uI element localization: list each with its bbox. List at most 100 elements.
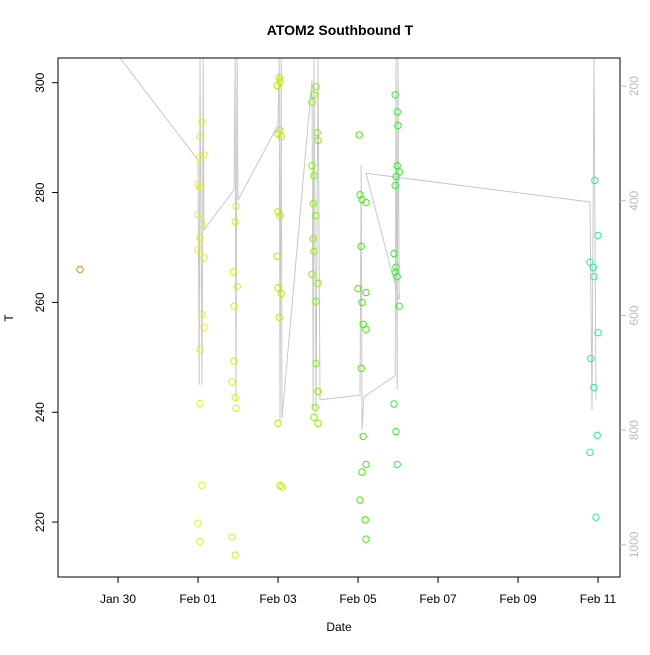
x-tick-label: Jan 30	[100, 592, 136, 606]
point	[591, 176, 599, 185]
point	[198, 118, 206, 126]
point	[230, 357, 238, 365]
y2-tick-label: 600	[627, 305, 641, 325]
point	[312, 211, 320, 220]
point	[308, 270, 316, 279]
point	[356, 496, 364, 504]
point	[312, 82, 320, 91]
point	[231, 217, 239, 226]
point	[274, 208, 282, 216]
point	[232, 202, 240, 210]
point	[310, 91, 318, 99]
point	[357, 242, 365, 251]
point	[394, 121, 402, 130]
point	[311, 403, 319, 411]
point	[593, 431, 601, 440]
point	[277, 289, 285, 298]
point	[198, 310, 206, 319]
point	[355, 131, 363, 139]
y2-tick-label: 400	[627, 190, 641, 210]
point	[392, 427, 400, 436]
point	[589, 263, 597, 271]
point	[308, 161, 316, 170]
point	[392, 263, 400, 271]
point	[594, 231, 602, 240]
point	[314, 279, 322, 287]
point	[314, 387, 322, 396]
point	[354, 284, 362, 293]
point	[196, 345, 204, 353]
x-tick-label: Feb 01	[179, 592, 217, 606]
point	[196, 183, 204, 192]
point	[228, 533, 236, 541]
point	[390, 400, 398, 408]
x-axis-label: Date	[326, 620, 352, 634]
y2-tick-label: 800	[627, 420, 641, 440]
point	[278, 483, 286, 491]
point	[592, 513, 600, 521]
point	[392, 172, 400, 181]
point	[358, 468, 366, 476]
y-axis-label: T	[2, 314, 16, 322]
point	[310, 171, 318, 180]
point	[312, 297, 320, 305]
point	[586, 448, 594, 457]
point	[277, 132, 285, 141]
point	[309, 234, 317, 243]
chart-title: ATOM2 Southbound T	[267, 22, 414, 38]
point	[359, 432, 367, 441]
point	[358, 298, 366, 307]
point	[590, 383, 598, 392]
x-tick-label: Feb 09	[499, 592, 537, 606]
point	[357, 364, 365, 373]
point	[200, 253, 208, 262]
plot-frame	[57, 57, 621, 578]
point	[233, 282, 241, 291]
point	[275, 313, 283, 321]
point	[275, 74, 283, 82]
point	[276, 211, 284, 220]
point	[198, 481, 206, 489]
point	[314, 419, 322, 427]
point	[308, 98, 316, 106]
x-tick-label: Feb 11	[580, 592, 617, 606]
point	[273, 81, 281, 90]
point	[274, 283, 282, 292]
point	[310, 413, 318, 421]
plot-area	[76, 58, 602, 559]
point	[196, 399, 204, 408]
y-tick-label: 260	[33, 292, 47, 312]
point	[274, 419, 282, 427]
point	[590, 272, 598, 281]
point	[310, 247, 318, 256]
point	[194, 519, 202, 527]
y-tick-label: 220	[33, 512, 47, 532]
point	[196, 233, 204, 242]
point	[391, 268, 399, 276]
point	[196, 537, 204, 546]
point	[393, 272, 401, 281]
point	[587, 354, 595, 363]
point	[390, 249, 398, 258]
point	[76, 265, 84, 274]
point	[231, 551, 239, 559]
x-tick-label: Feb 07	[419, 592, 457, 606]
point	[393, 108, 401, 116]
point	[362, 198, 370, 207]
point	[229, 267, 237, 276]
point	[362, 460, 370, 469]
x-tick-label: Feb 03	[259, 592, 297, 606]
point	[276, 481, 284, 489]
y2-tick-label: 200	[627, 76, 641, 96]
y-tick-label: 300	[33, 72, 47, 92]
point	[231, 393, 239, 402]
point	[314, 136, 322, 145]
point	[230, 302, 238, 310]
y-tick-label: 240	[33, 402, 47, 422]
point	[194, 210, 202, 219]
point	[196, 132, 204, 141]
point	[362, 288, 370, 297]
y-tick-label: 280	[33, 182, 47, 202]
